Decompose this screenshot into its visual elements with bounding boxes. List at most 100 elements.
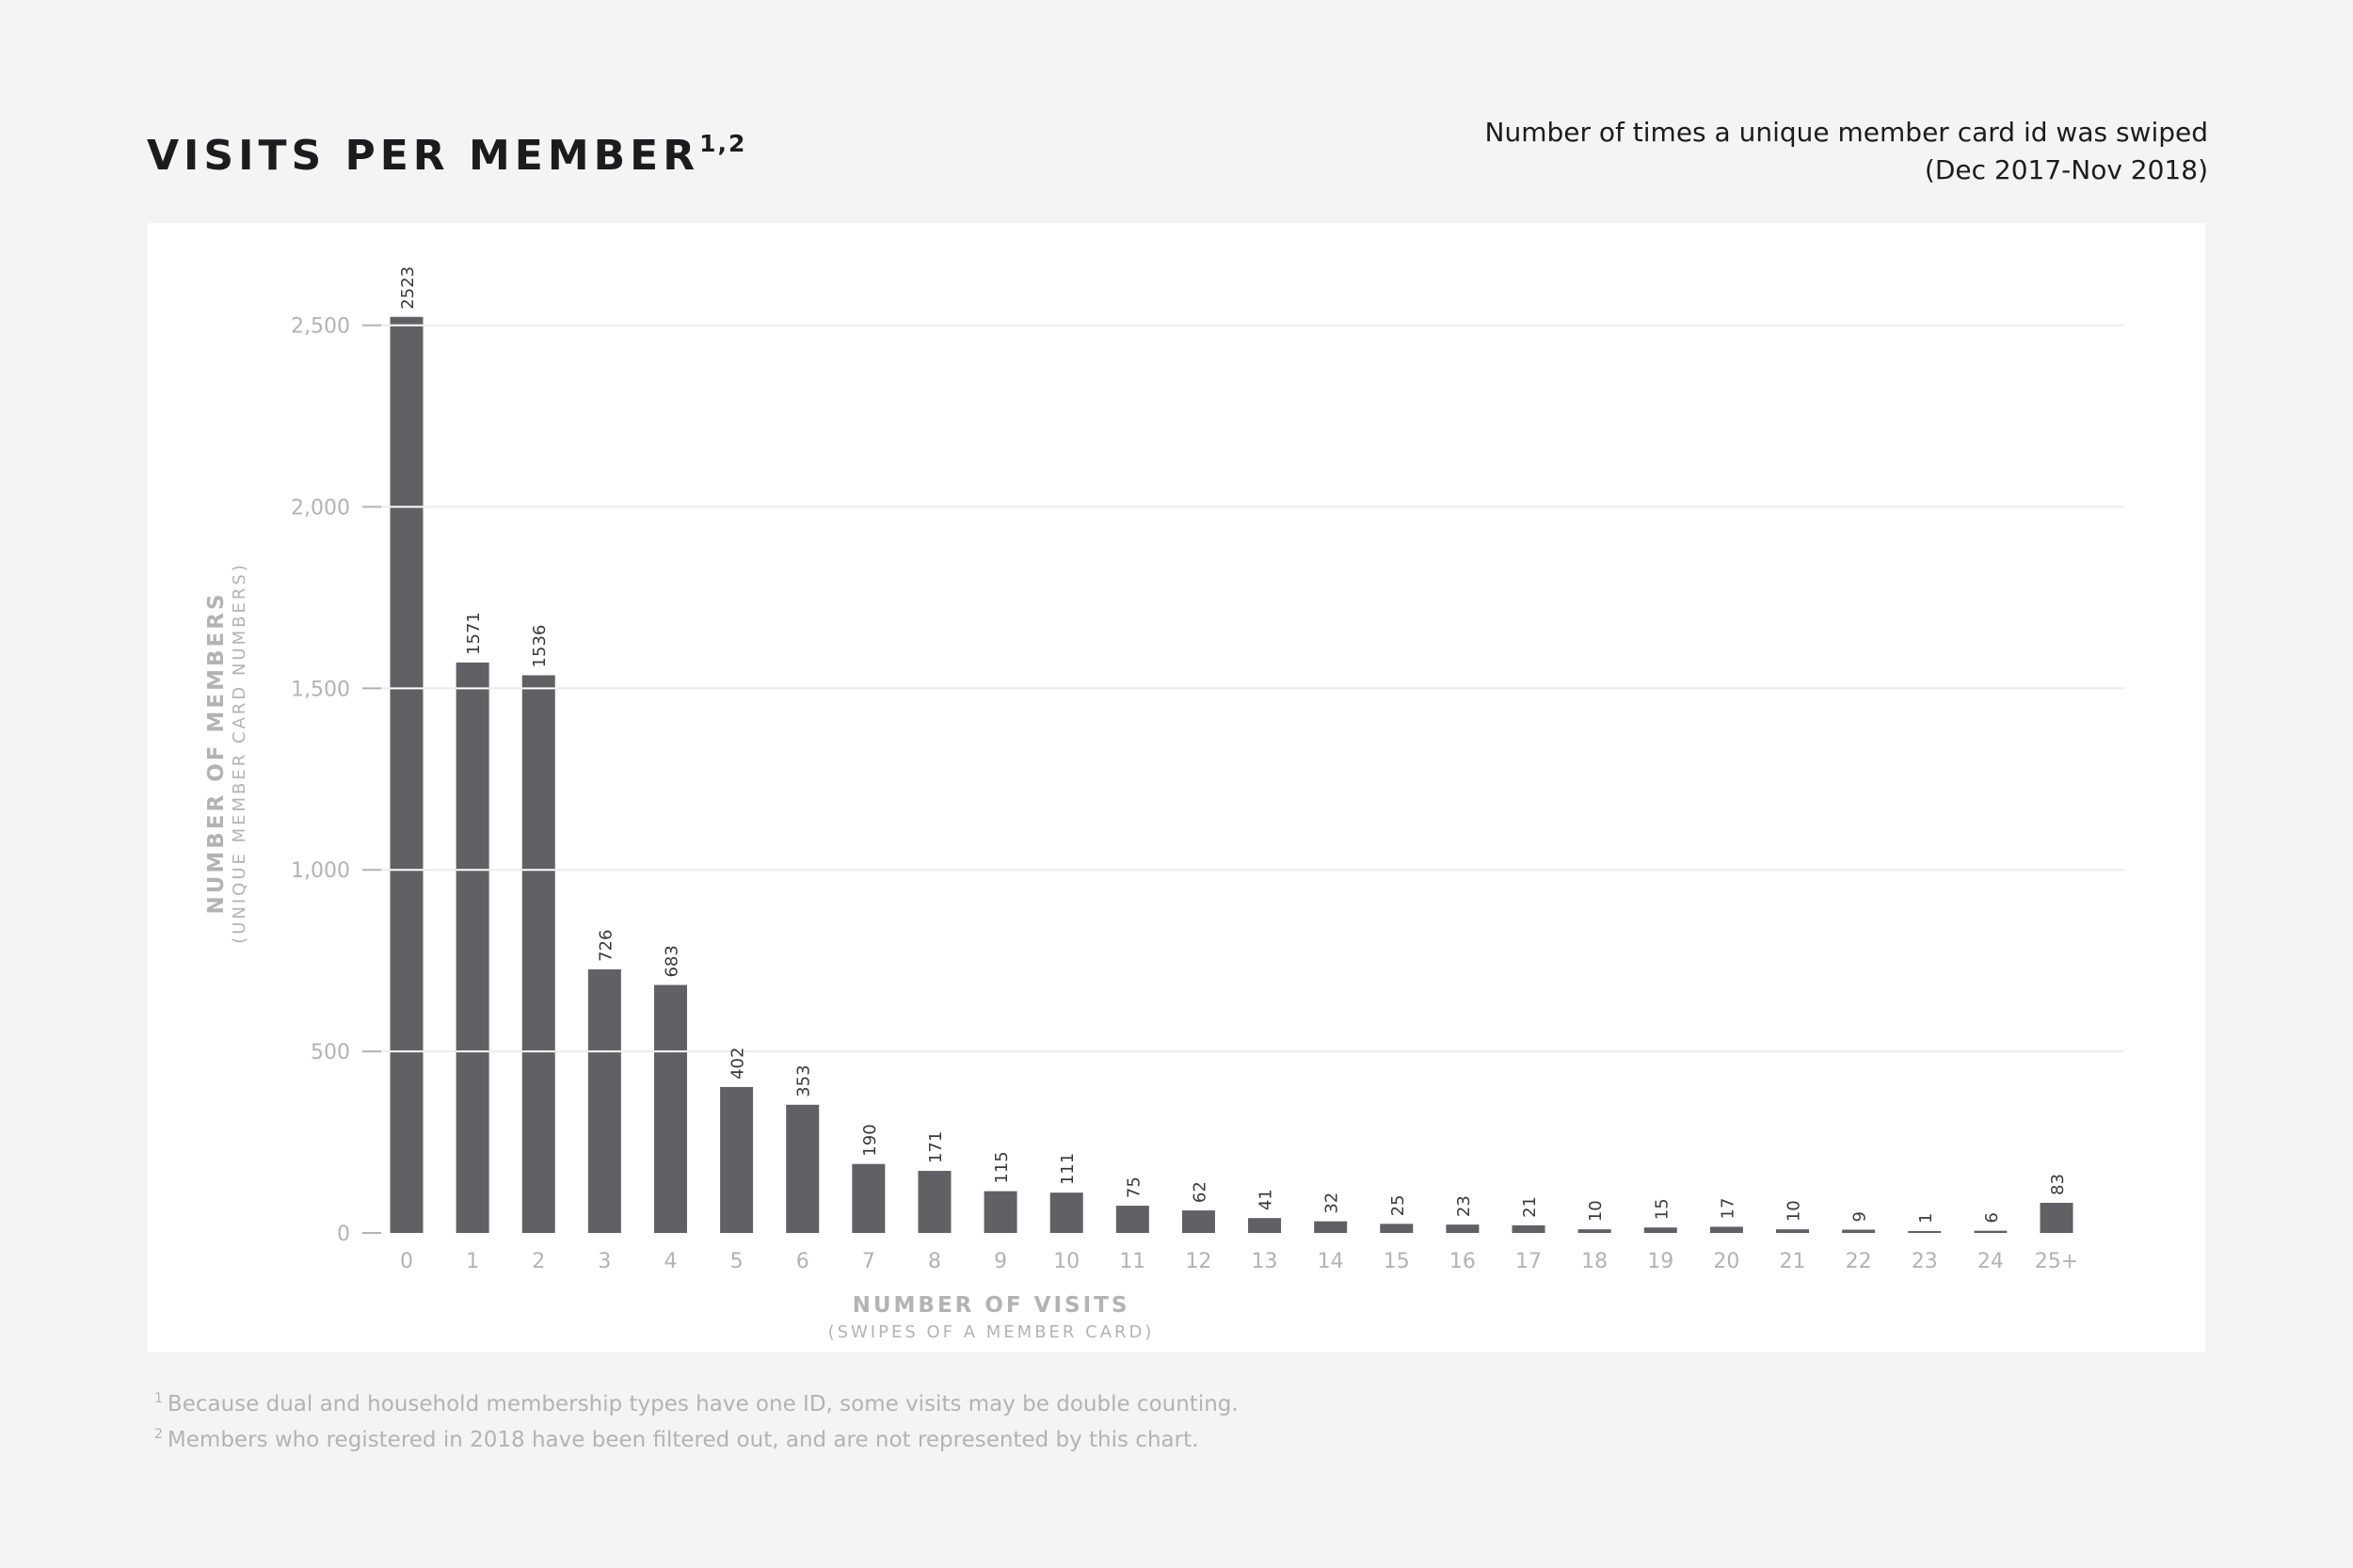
bar (1314, 1221, 1348, 1233)
data-label: 9 (1850, 1211, 1870, 1222)
gridlines (362, 324, 2124, 1053)
data-label: 41 (1257, 1189, 1276, 1210)
chart-panel: 0 500 1,000 1,500 2,000 2,500 0 1 2 3 4 5 6 7 8 9 10 11 1… (148, 223, 2205, 1352)
bar (1115, 1206, 1149, 1233)
data-label: 171 (926, 1131, 946, 1163)
x-tick-label: 17 (1515, 1250, 1542, 1273)
bar (1380, 1224, 1414, 1233)
x-tick-label: 23 (1912, 1250, 1938, 1273)
bar (653, 984, 687, 1233)
data-label: 353 (794, 1064, 814, 1096)
x-tick-label: 22 (1846, 1250, 1872, 1273)
bar (2040, 1202, 2073, 1233)
data-label: 32 (1322, 1192, 1342, 1214)
footnotes: 1 Because dual and household membership t… (154, 1384, 1239, 1455)
data-label: 83 (2048, 1174, 2068, 1195)
y-tick-label: 0 (337, 1223, 350, 1246)
y-tick-label: 1,000 (291, 859, 350, 883)
x-tick-label: 2 (532, 1250, 545, 1273)
x-axis-label: NUMBER OF VISITS (853, 1293, 1130, 1318)
x-tick-label: 19 (1647, 1250, 1673, 1273)
y-axis-ticks: 0 500 1,000 1,500 2,000 2,500 (291, 315, 381, 1246)
x-tick-label: 8 (928, 1250, 941, 1273)
x-tick-label: 11 (1119, 1250, 1145, 1273)
data-label: 115 (992, 1151, 1012, 1183)
bar (587, 968, 621, 1233)
bar (852, 1163, 886, 1233)
x-tick-label: 4 (664, 1250, 677, 1273)
x-tick-label: 9 (994, 1250, 1007, 1273)
data-label: 21 (1520, 1196, 1540, 1218)
data-label: 25 (1388, 1194, 1408, 1216)
x-tick-label: 7 (862, 1250, 875, 1273)
bar (1181, 1210, 1215, 1233)
data-label: 111 (1058, 1153, 1078, 1185)
data-label: 1571 (464, 612, 484, 655)
data-label: 6 (1982, 1212, 2002, 1223)
chart-title-text: VISITS PER MEMBER (147, 132, 700, 180)
bar (1842, 1229, 1876, 1233)
data-label: 10 (1586, 1200, 1606, 1222)
x-tick-label: 10 (1053, 1250, 1080, 1273)
x-tick-label: 20 (1713, 1250, 1739, 1273)
bar (720, 1086, 754, 1233)
title-footnote-marks: 1,2 (699, 130, 747, 157)
data-label: 15 (1652, 1198, 1672, 1220)
data-label: 10 (1785, 1200, 1804, 1222)
x-tick-label: 6 (796, 1250, 809, 1273)
x-tick-label: 24 (1977, 1250, 2004, 1273)
y-tick-label: 2,500 (291, 315, 350, 339)
chart-title: VISITS PER MEMBER1,2 (147, 132, 746, 177)
bar (786, 1104, 820, 1233)
footnote-1-text: Because dual and household membership ty… (167, 1392, 1239, 1416)
data-label: 23 (1454, 1195, 1474, 1217)
bar (1974, 1230, 2008, 1233)
footnote-2: 2 Members who registered in 2018 have bee… (154, 1419, 1239, 1455)
bar (1248, 1218, 1282, 1233)
footnote-2-text: Members who registered in 2018 have been… (167, 1428, 1199, 1452)
bar (1512, 1224, 1545, 1233)
bar (918, 1171, 952, 1233)
bar (1709, 1226, 1743, 1233)
footnote-2-mark: 2 (154, 1427, 163, 1442)
bar (1049, 1192, 1083, 1233)
x-tick-label: 25+ (2035, 1250, 2078, 1273)
data-label: 62 (1190, 1181, 1209, 1203)
y-axis-label: NUMBER OF MEMBERS (204, 591, 229, 914)
bar (390, 316, 424, 1233)
data-label: 75 (1124, 1176, 1144, 1198)
x-tick-label: 0 (400, 1250, 413, 1273)
bar (1776, 1229, 1810, 1233)
chart-subtitle: Number of times a unique member card id … (1485, 114, 2208, 189)
x-tick-label: 14 (1318, 1250, 1344, 1273)
data-label: 1536 (530, 625, 550, 668)
bar (1577, 1229, 1611, 1233)
y-axis-sublabel: (UNIQUE MEMBER CARD NUMBERS) (230, 562, 249, 944)
bar (456, 662, 489, 1233)
data-label: 683 (662, 945, 681, 977)
x-tick-label: 13 (1252, 1250, 1278, 1273)
x-tick-label: 15 (1384, 1250, 1410, 1273)
bar (1908, 1231, 1942, 1233)
subtitle-line-1: Number of times a unique member card id … (1484, 117, 2208, 148)
x-tick-label: 1 (466, 1250, 479, 1273)
data-label: 2523 (398, 266, 418, 310)
data-label: 1 (1916, 1213, 1936, 1224)
data-label: 726 (596, 930, 616, 962)
x-axis-ticks: 0 1 2 3 4 5 6 7 8 9 10 11 12 13 14 15 16 17 18 19 20 21 22 23 24… (400, 1250, 2078, 1273)
bar (1643, 1227, 1677, 1233)
footnote-1-mark: 1 (154, 1391, 163, 1406)
data-label: 402 (728, 1048, 748, 1080)
y-tick-label: 2,000 (291, 496, 350, 520)
x-axis-sublabel: (SWIPES OF A MEMBER CARD) (828, 1322, 1155, 1342)
data-label: 190 (860, 1124, 880, 1156)
y-tick-label: 1,500 (291, 678, 350, 701)
subtitle-line-2: (Dec 2017-Nov 2018) (1924, 154, 2208, 185)
x-tick-label: 21 (1780, 1250, 1806, 1273)
x-tick-label: 12 (1185, 1250, 1211, 1273)
x-tick-label: 18 (1581, 1250, 1608, 1273)
x-tick-label: 3 (598, 1250, 611, 1273)
data-label: 17 (1718, 1198, 1737, 1220)
